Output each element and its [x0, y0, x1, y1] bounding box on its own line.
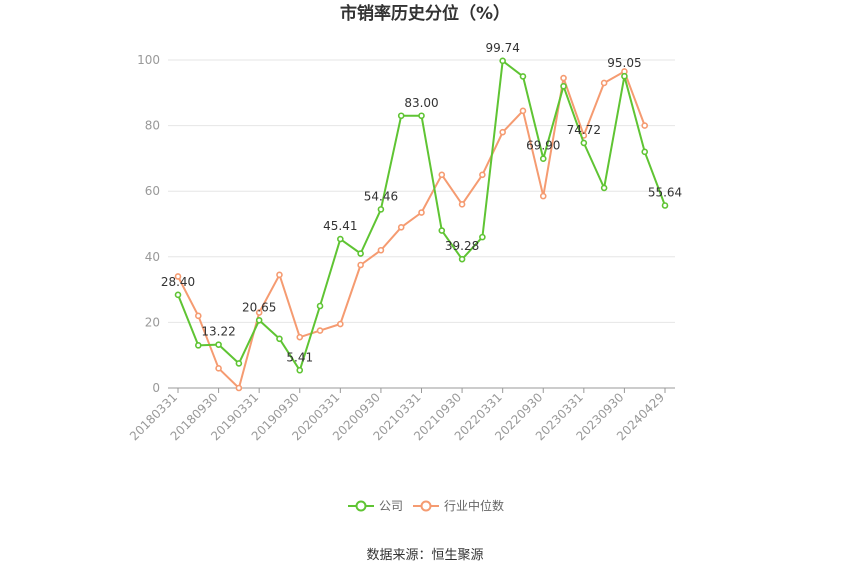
data-labels: 28.40 13.22 20.65 5.41 45.41 54.46 83.00 39.28 9…: [161, 41, 682, 364]
y-tick-label: 0: [152, 381, 160, 395]
data-label: 99.74: [485, 41, 519, 55]
grid-lines: [168, 59, 675, 323]
data-point-industry: [397, 223, 405, 231]
data-point-company: [397, 112, 405, 120]
series-group: [174, 57, 669, 392]
data-point-industry: [560, 74, 567, 82]
data-point-company: [357, 250, 364, 257]
data-point-industry: [539, 192, 547, 200]
data-point-industry: [641, 122, 649, 129]
data-label: 45.41: [323, 219, 357, 233]
data-point-company: [418, 112, 425, 120]
legend-item-company[interactable]: 公司: [348, 499, 403, 513]
data-point-company: [621, 72, 628, 80]
y-tick-label: 40: [145, 250, 160, 264]
data-point-company: [560, 82, 567, 90]
data-point-company: [580, 139, 588, 147]
data-point-industry: [235, 384, 243, 392]
data-point-industry: [438, 171, 446, 179]
data-point-company: [296, 366, 304, 374]
data-label: 74.72: [567, 123, 601, 137]
data-point-company: [174, 291, 182, 299]
y-tick-label: 20: [145, 315, 160, 329]
legend-company-marker: [355, 500, 367, 512]
data-label: 54.46: [364, 189, 398, 203]
data-point-company: [337, 235, 344, 243]
data-label: 5.41: [286, 350, 313, 364]
data-point-company: [194, 342, 202, 349]
data-point-company: [377, 206, 385, 213]
y-tick-label: 100: [137, 53, 160, 67]
data-label: 55.64: [648, 186, 682, 200]
data-point-industry: [194, 312, 202, 320]
data-point-company: [276, 335, 283, 343]
data-label: 13.22: [201, 325, 235, 339]
data-point-company: [255, 316, 263, 324]
data-label: 83.00: [404, 96, 438, 110]
data-label: 20.65: [242, 300, 276, 314]
data-point-industry: [296, 333, 304, 341]
data-point-industry: [215, 365, 222, 372]
y-tick-label: 60: [145, 184, 160, 198]
data-point-industry: [499, 128, 506, 136]
y-tick-label: 80: [145, 119, 160, 133]
data-point-industry: [600, 79, 608, 87]
data-point-industry: [255, 309, 263, 316]
data-point-industry: [357, 261, 364, 269]
data-point-company: [641, 148, 649, 156]
data-point-company: [539, 155, 547, 163]
data-point-company: [661, 202, 669, 209]
data-point-company: [215, 341, 222, 348]
data-point-industry: [418, 209, 425, 216]
data-label: 95.05: [607, 56, 641, 70]
data-label: 28.40: [161, 275, 195, 289]
y-axis-ticks: 0 20 40 60 80 100: [137, 53, 160, 395]
data-point-company: [458, 255, 466, 263]
data-point-company: [316, 302, 324, 310]
data-point-industry: [377, 246, 385, 254]
chart-title: 市销率历史分位（%）: [340, 3, 510, 24]
data-label: 39.28: [445, 239, 479, 253]
x-axis: 2018033120180930201903312019093020200331…: [127, 387, 675, 443]
legend-industry-marker: [420, 500, 432, 512]
data-point-industry: [276, 271, 283, 279]
data-label: 69.90: [526, 139, 560, 153]
data-point-company: [600, 184, 608, 192]
data-source: 数据来源：恒生聚源: [366, 548, 483, 563]
data-point-company: [235, 360, 243, 367]
legend[interactable]: 公司 行业中位数: [348, 498, 504, 513]
data-point-company: [479, 233, 486, 241]
data-point-company: [519, 73, 527, 80]
data-point-industry: [519, 107, 527, 115]
legend-item-industry[interactable]: 行业中位数: [413, 498, 504, 513]
legend-industry-label: 行业中位数: [444, 498, 504, 513]
data-point-industry: [479, 171, 486, 179]
data-point-industry: [458, 201, 466, 208]
data-point-company: [499, 57, 506, 65]
data-point-industry: [337, 320, 344, 328]
legend-company-label: 公司: [379, 499, 403, 513]
data-point-industry: [174, 273, 182, 280]
data-point-company: [438, 227, 446, 234]
data-point-industry: [316, 327, 324, 334]
